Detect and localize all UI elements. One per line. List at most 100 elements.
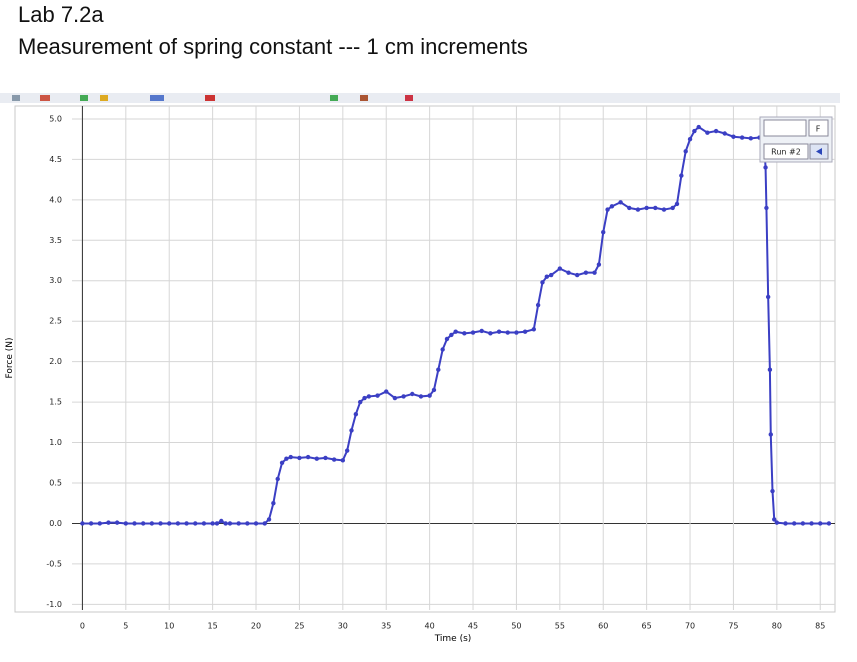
data-point (353, 412, 359, 417)
data-point (792, 521, 797, 526)
data-point (366, 394, 372, 399)
data-point (123, 521, 129, 526)
y-tick-label: -0.5 (46, 559, 62, 568)
data-point (774, 520, 780, 525)
data-point (764, 205, 769, 211)
data-point (488, 331, 493, 336)
data-point (505, 330, 510, 335)
data-point (713, 128, 719, 134)
data-point (344, 448, 350, 453)
data-point (574, 272, 580, 278)
data-point (97, 521, 102, 526)
data-point (692, 128, 697, 134)
data-point (175, 521, 181, 526)
data-point (739, 135, 745, 140)
data-point (462, 331, 467, 336)
data-point (514, 330, 519, 335)
data-point (167, 521, 172, 526)
legend-label: Run #2 (771, 148, 801, 157)
x-tick-label: 55 (555, 622, 565, 631)
toolbar-icons (12, 95, 413, 101)
data-point (266, 517, 272, 522)
data-point (601, 230, 606, 235)
data-point (436, 367, 441, 372)
x-tick-label: 70 (685, 622, 695, 631)
data-point (557, 266, 563, 271)
data-point (279, 460, 285, 465)
data-point (783, 521, 788, 526)
data-point (340, 458, 346, 463)
x-tick-label: 45 (468, 622, 478, 631)
data-point (245, 521, 250, 526)
data-point (297, 455, 302, 461)
data-point (496, 329, 502, 334)
data-point (410, 391, 415, 397)
y-tick-label: 1.5 (49, 398, 62, 407)
data-point (227, 521, 233, 526)
data-point (288, 454, 293, 460)
y-tick-label: 4.0 (49, 195, 62, 204)
data-point (765, 294, 771, 300)
y-tick-label: 3.5 (49, 236, 62, 245)
data-point (384, 389, 389, 394)
data-point (219, 518, 224, 524)
x-tick-label: 15 (208, 622, 218, 631)
data-point (544, 274, 550, 279)
x-tick-label: 40 (425, 622, 435, 631)
x-tick-label: 35 (381, 622, 391, 631)
legend: F Run #2 (759, 116, 833, 163)
data-point (440, 347, 445, 352)
y-tick-label: 2.0 (49, 357, 62, 366)
data-point (236, 521, 241, 526)
data-point (210, 521, 215, 526)
x-tick-label: 0 (80, 622, 85, 631)
data-point (271, 501, 276, 506)
data-point (331, 457, 337, 462)
data-point (768, 432, 773, 437)
data-point (262, 521, 267, 526)
data-point (431, 387, 437, 393)
data-point (826, 521, 832, 526)
data-point (540, 280, 545, 285)
x-tick-label: 65 (642, 622, 652, 631)
data-point (449, 332, 454, 338)
data-point (284, 456, 289, 461)
data-point (687, 136, 693, 142)
data-point (548, 272, 554, 278)
data-point (661, 207, 667, 212)
data-point (357, 399, 363, 405)
data-point (618, 200, 623, 205)
data-point (427, 393, 432, 398)
y-tick-label: 0.0 (49, 519, 62, 528)
data-point (193, 521, 198, 526)
data-point (531, 327, 536, 332)
y-tick-label: 1.0 (49, 438, 62, 447)
data-point (809, 521, 814, 526)
data-point (800, 521, 806, 526)
subtitle: Measurement of spring constant --- 1 cm … (18, 34, 528, 59)
data-point (392, 395, 398, 401)
data-point (592, 270, 597, 275)
data-point (748, 136, 754, 141)
data-point (566, 270, 571, 275)
data-point (132, 521, 137, 526)
y-tick-label: 0.5 (49, 478, 62, 487)
data-point (605, 207, 610, 212)
data-point (314, 456, 319, 461)
data-point (223, 521, 228, 526)
data-point (770, 488, 775, 494)
data-point (453, 329, 458, 334)
data-point (362, 395, 367, 401)
legend-header: F (816, 125, 821, 134)
plot-frame (14, 105, 836, 613)
x-tick-label: 25 (294, 622, 304, 631)
data-point (535, 302, 541, 308)
data-point (275, 476, 280, 482)
x-tick-label: 50 (511, 622, 521, 631)
data-point (705, 130, 710, 135)
x-tick-label: 60 (598, 622, 608, 631)
x-tick-label: 80 (772, 622, 782, 631)
x-tick-label: 85 (815, 622, 825, 631)
